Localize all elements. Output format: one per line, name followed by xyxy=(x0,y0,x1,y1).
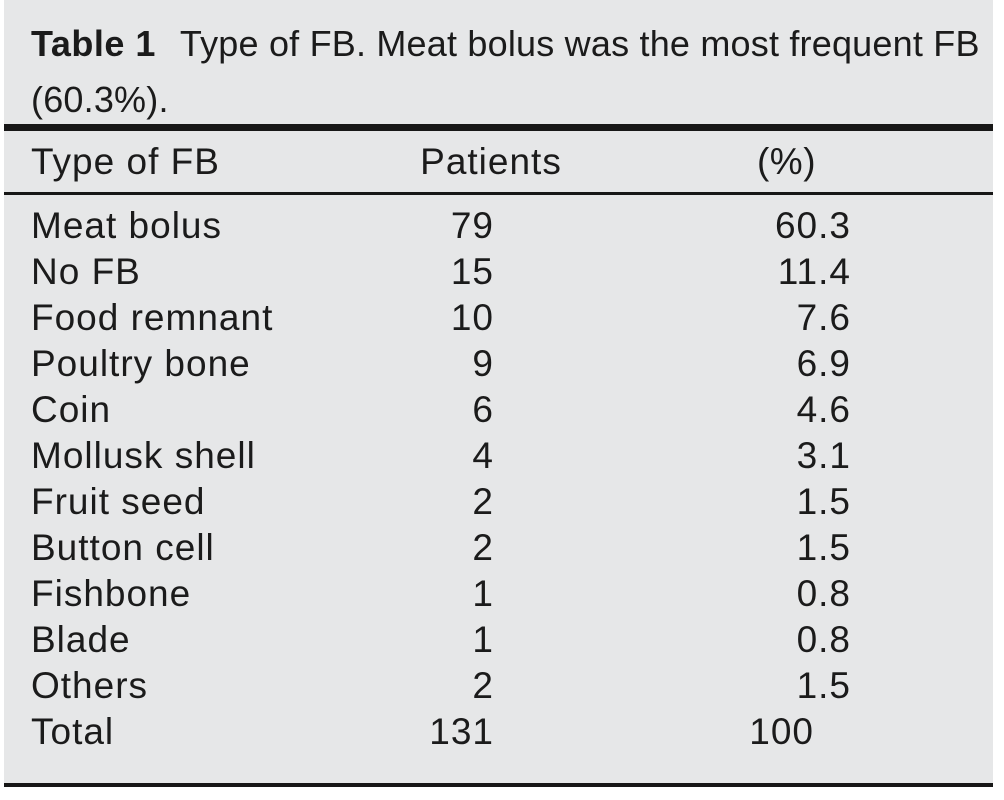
table-row-poultry-bone: Poultry bone 9 6.9 xyxy=(4,341,993,387)
cell-percent: 6.9 xyxy=(796,343,851,384)
cell-percent: 1.5 xyxy=(796,481,851,522)
cell-patients: 2 xyxy=(472,481,494,522)
cell-percent: 1.5 xyxy=(796,665,851,706)
cell-type: Total xyxy=(31,711,115,752)
table-row-others: Others 2 1.5 xyxy=(4,663,993,709)
cell-percent: 1.5 xyxy=(796,527,851,568)
cell-percent: 7.6 xyxy=(796,297,851,338)
table-panel: Table 1 Type of FB. Meat bolus was the mo… xyxy=(4,0,993,787)
cell-type: Coin xyxy=(31,389,112,430)
cell-type: Others xyxy=(31,665,149,706)
cell-patients: 15 xyxy=(450,251,494,292)
cell-type: No FB xyxy=(31,251,141,292)
table-row-no-fb: No FB 15 11.4 xyxy=(4,249,993,295)
cell-percent: 60.3 xyxy=(774,205,851,246)
cell-percent: 11.4 xyxy=(777,251,851,292)
table-row-button-cell: Button cell 2 1.5 xyxy=(4,525,993,571)
table-row-mollusk-shell: Mollusk shell 4 3.1 xyxy=(4,433,993,479)
cell-type: Mollusk shell xyxy=(31,435,256,476)
cell-patients: 1 xyxy=(472,619,494,660)
cell-type: Meat bolus xyxy=(31,205,222,246)
cell-percent: 100 xyxy=(749,711,814,752)
cell-percent: 0.8 xyxy=(796,573,851,614)
cell-patients: 131 xyxy=(429,711,494,752)
caption-table-number: Table 1 xyxy=(31,23,156,64)
cell-patients: 4 xyxy=(472,435,494,476)
table-row-fishbone: Fishbone 1 0.8 xyxy=(4,571,993,617)
column-header-patients: Patients xyxy=(420,140,562,182)
table-row-meat-bolus: Meat bolus 79 60.3 xyxy=(4,203,993,249)
cell-percent: 3.1 xyxy=(796,435,851,476)
table-row-fruit-seed: Fruit seed 2 1.5 xyxy=(4,479,993,525)
cell-percent: 4.6 xyxy=(796,389,851,430)
cell-patients: 1 xyxy=(472,573,494,614)
table-body: Meat bolus 79 60.3 No FB 15 11.4 Food re… xyxy=(4,195,993,755)
cell-patients: 9 xyxy=(472,343,494,384)
table-row-food-remnant: Food remnant 10 7.6 xyxy=(4,295,993,341)
cell-type: Food remnant xyxy=(31,297,274,338)
table-row-coin: Coin 6 4.6 xyxy=(4,387,993,433)
cell-patients: 2 xyxy=(472,527,494,568)
column-header-type-of-fb: Type of FB xyxy=(31,140,220,182)
caption-text-line2: (60.3%). xyxy=(31,79,169,120)
cell-type: Poultry bone xyxy=(31,343,251,384)
caption-line-2: (60.3%). xyxy=(31,72,973,128)
column-header-percent: (%) xyxy=(756,140,817,182)
cell-patients: 79 xyxy=(450,205,494,246)
caption-text-line1: Type of FB. Meat bolus was the most freq… xyxy=(179,23,980,64)
cell-type: Fruit seed xyxy=(31,481,206,522)
table-row-total: Total 131 100 xyxy=(4,709,993,755)
caption-line-1: Table 1 Type of FB. Meat bolus was the mo… xyxy=(31,16,979,72)
table-row-blade: Blade 1 0.8 xyxy=(4,617,993,663)
table-caption: Table 1 Type of FB. Meat bolus was the mo… xyxy=(4,0,993,131)
cell-type: Button cell xyxy=(31,527,215,568)
table-header-row: Type of FB Patients (%) xyxy=(4,131,993,195)
cell-patients: 10 xyxy=(450,297,494,338)
cell-patients: 2 xyxy=(472,665,494,706)
cell-type: Fishbone xyxy=(31,573,192,614)
cell-type: Blade xyxy=(31,619,131,660)
cell-percent: 0.8 xyxy=(796,619,851,660)
cell-patients: 6 xyxy=(472,389,494,430)
